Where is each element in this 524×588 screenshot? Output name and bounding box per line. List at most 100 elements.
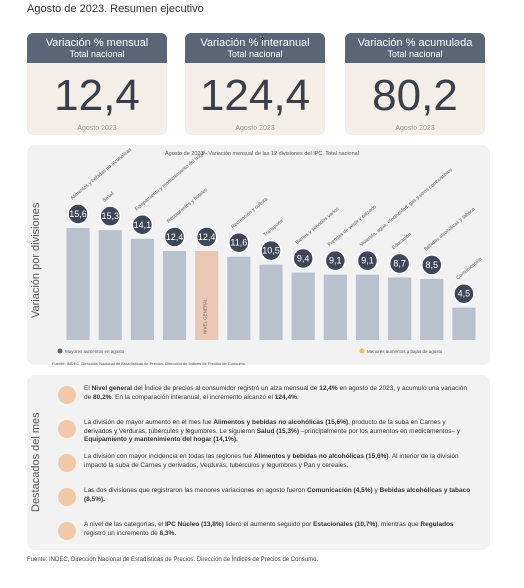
card-header: Variación % acumulada Total nacional xyxy=(345,33,485,63)
text-segment: La división de mayor aumento en el mes f… xyxy=(84,419,214,426)
bar xyxy=(130,238,154,340)
card-period: Agosto 2023 xyxy=(395,125,435,132)
bar xyxy=(355,274,380,340)
category-label: Equipamiento y mantenimiento del hogar xyxy=(134,149,208,212)
highlight-icon xyxy=(58,488,76,506)
bar xyxy=(388,277,412,340)
value-label: 11,6 xyxy=(230,238,247,248)
card-value: 12,4 xyxy=(54,71,140,120)
value-label: 15,6 xyxy=(69,209,87,219)
highlight-icon xyxy=(58,454,76,472)
highlight-icon xyxy=(58,386,76,404)
page-title: Agosto de 2023. Resumen ejecutivo xyxy=(27,3,204,15)
highlight-text: El Nivel general del Índice de precios a… xyxy=(84,385,474,402)
value-bubble xyxy=(260,239,282,262)
text-segment: La división con mayor incidencia en toda… xyxy=(84,453,254,460)
value-label: 15,3 xyxy=(101,211,119,221)
card-title: Variación % interanual xyxy=(200,37,310,49)
bar xyxy=(259,264,283,340)
category-label: Recreación y cultura xyxy=(230,196,269,230)
category-label: Restaurantes y hoteles xyxy=(166,187,209,225)
value-bubble xyxy=(228,231,250,254)
card-subtitle: Total nacional xyxy=(387,49,443,59)
legend-label: Mayores aumentos en agosto xyxy=(65,349,125,354)
bar xyxy=(420,278,444,340)
text-segment: registró un incremento de xyxy=(84,529,160,537)
value-label: 8,5 xyxy=(426,260,439,270)
text-segment: Nivel general xyxy=(91,385,133,392)
value-bubble xyxy=(453,282,475,305)
text-segment: Las dos divisiones que registraron las m… xyxy=(84,487,307,494)
chart-source: Fuente: INDEC, Dirección Nacional de Est… xyxy=(52,361,246,366)
highlight-text: La división con mayor incidencia en toda… xyxy=(84,453,474,470)
text-segment: 8,3%. xyxy=(159,529,177,537)
legend-marker xyxy=(359,348,365,354)
text-segment: . xyxy=(296,393,299,401)
category-label: Transporte xyxy=(262,218,284,238)
text-segment: en agosto de 2023, y acumuló una variaci… xyxy=(84,385,468,401)
highlight-icon xyxy=(58,522,76,540)
highlight-text: La división de mayor aumento en el mes f… xyxy=(84,419,474,445)
bar xyxy=(66,228,90,340)
chart: Agosto de 2023 - Variación mensual de la… xyxy=(52,147,484,366)
value-label: 8,7 xyxy=(393,259,406,269)
card-subtitle: Total nacional xyxy=(227,49,283,59)
text-segment: . Al interior de la división impactó la … xyxy=(84,453,459,469)
card-value: 80,2 xyxy=(372,71,458,120)
highlights-panel xyxy=(27,375,490,550)
text-segment: Salud (15,3%) xyxy=(256,427,299,435)
text-segment: 80,2% xyxy=(93,393,112,401)
value-label: 9,1 xyxy=(361,256,374,266)
bar xyxy=(323,274,347,340)
value-bubble xyxy=(195,226,218,248)
value-label: 12,4 xyxy=(166,232,184,242)
value-bubble xyxy=(421,254,443,276)
value-bubble xyxy=(131,214,154,236)
text-segment: A nivel de las categorías, el xyxy=(84,521,165,528)
card-period: Agosto 2023 xyxy=(77,125,117,132)
kpi-card: Variación % mensual Total nacional 12,4 Ago… xyxy=(27,33,167,135)
value-bubble xyxy=(67,203,89,225)
text-segment: lideró el aumento seguido por xyxy=(223,521,314,528)
card-period: Agosto 2023 xyxy=(235,125,275,132)
bar xyxy=(452,307,476,340)
value-bubble xyxy=(163,226,186,248)
text-segment: y xyxy=(372,487,380,494)
text-segment: . En la comparación interanual, el incre… xyxy=(111,393,275,401)
legend-label: Menores aumentos o bajas de agosto xyxy=(367,349,443,354)
value-label: 10,5 xyxy=(262,246,280,256)
bar xyxy=(291,272,315,340)
text-segment: del Índice de precios al consumidor regi… xyxy=(132,385,320,392)
value-label: 9,4 xyxy=(297,254,310,264)
bar xyxy=(98,230,122,340)
text-segment: Comunicación (4,5%) xyxy=(306,487,373,494)
card-title: Variación % mensual xyxy=(45,37,149,49)
text-segment: El xyxy=(84,385,92,392)
text-segment: Alimentos y bebidas no alcohólicas (15,6… xyxy=(213,419,349,426)
text-segment: Bebidas alcohólicas y tabaco (8,5%). xyxy=(84,487,471,503)
value-label: 9,1 xyxy=(329,256,342,266)
value-label: 12,4 xyxy=(198,232,216,242)
text-segment: , producto de la suba en Carnes y deriva… xyxy=(84,419,446,435)
highlight-icon xyxy=(58,420,76,438)
category-label: Salud xyxy=(102,191,116,204)
value-bubble xyxy=(324,249,347,272)
category-label: Bebidas alcohólicas y tabaco xyxy=(423,206,476,252)
value-label: 14,1 xyxy=(134,220,152,230)
category-label: Comunicación xyxy=(455,256,483,281)
category-label: Educación xyxy=(391,231,413,251)
card-title: Variación % acumulada xyxy=(357,37,473,49)
text-segment: Alimentos y bebidas no alcohólicas (15,6… xyxy=(253,453,389,460)
category-label: Alimentos y bebidas no alcohólicas xyxy=(70,147,134,202)
value-bubble xyxy=(388,252,411,275)
text-segment: , mientras que xyxy=(377,521,421,528)
bar xyxy=(162,250,187,340)
value-bubble xyxy=(99,205,121,227)
bar xyxy=(195,250,219,340)
text-segment: 12,4% xyxy=(319,385,338,392)
card-header: Variación % mensual Total nacional xyxy=(27,33,167,63)
text-segment: IPC Núcleo (13,8%) xyxy=(164,521,224,528)
value-bubble xyxy=(292,247,314,270)
text-segment: Equipamiento y mantenimiento del hogar (… xyxy=(84,436,238,443)
